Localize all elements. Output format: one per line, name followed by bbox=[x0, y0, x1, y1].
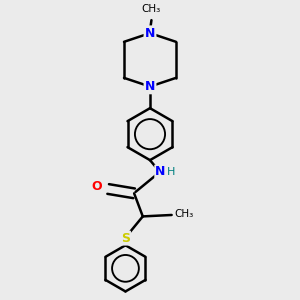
Text: H: H bbox=[167, 167, 175, 177]
Text: N: N bbox=[155, 165, 165, 178]
Text: CH₃: CH₃ bbox=[175, 208, 194, 218]
Text: N: N bbox=[145, 80, 155, 93]
Text: O: O bbox=[91, 180, 102, 193]
Text: S: S bbox=[121, 232, 130, 244]
Text: CH₃: CH₃ bbox=[142, 4, 161, 14]
Text: N: N bbox=[145, 27, 155, 40]
